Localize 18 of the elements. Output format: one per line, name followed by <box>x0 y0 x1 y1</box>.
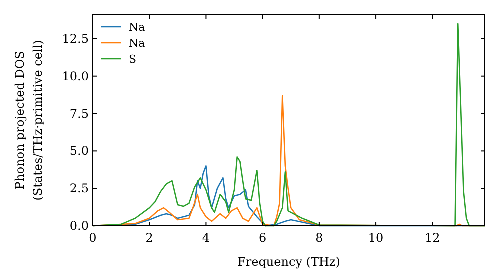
x-axis-title: Frequency (THz) <box>238 255 340 269</box>
legend-label: Na <box>129 37 146 50</box>
y-tick-label: 2.5 <box>70 182 89 196</box>
x-tick-label: 10 <box>368 231 384 245</box>
y-tick-label: 10.0 <box>62 69 89 84</box>
y-tick-label: 0.0 <box>70 219 89 233</box>
y-tick-label: 12.5 <box>62 32 89 46</box>
y-tick-label: 7.5 <box>70 106 89 121</box>
y-tick-label: 5.0 <box>70 144 89 158</box>
x-tick-label: 2 <box>146 231 154 245</box>
x-tick-label: 8 <box>316 231 324 245</box>
legend-label: S <box>129 53 137 66</box>
legend-label: Na <box>129 21 146 34</box>
x-tick-label: 6 <box>259 231 267 245</box>
y-axis-title: Phonon projected DOS (States/THz·primitive cell) <box>13 40 45 201</box>
x-tick-label: 0 <box>89 231 97 245</box>
x-tick-label: 4 <box>202 231 210 245</box>
x-tick-label: 12 <box>425 231 440 245</box>
